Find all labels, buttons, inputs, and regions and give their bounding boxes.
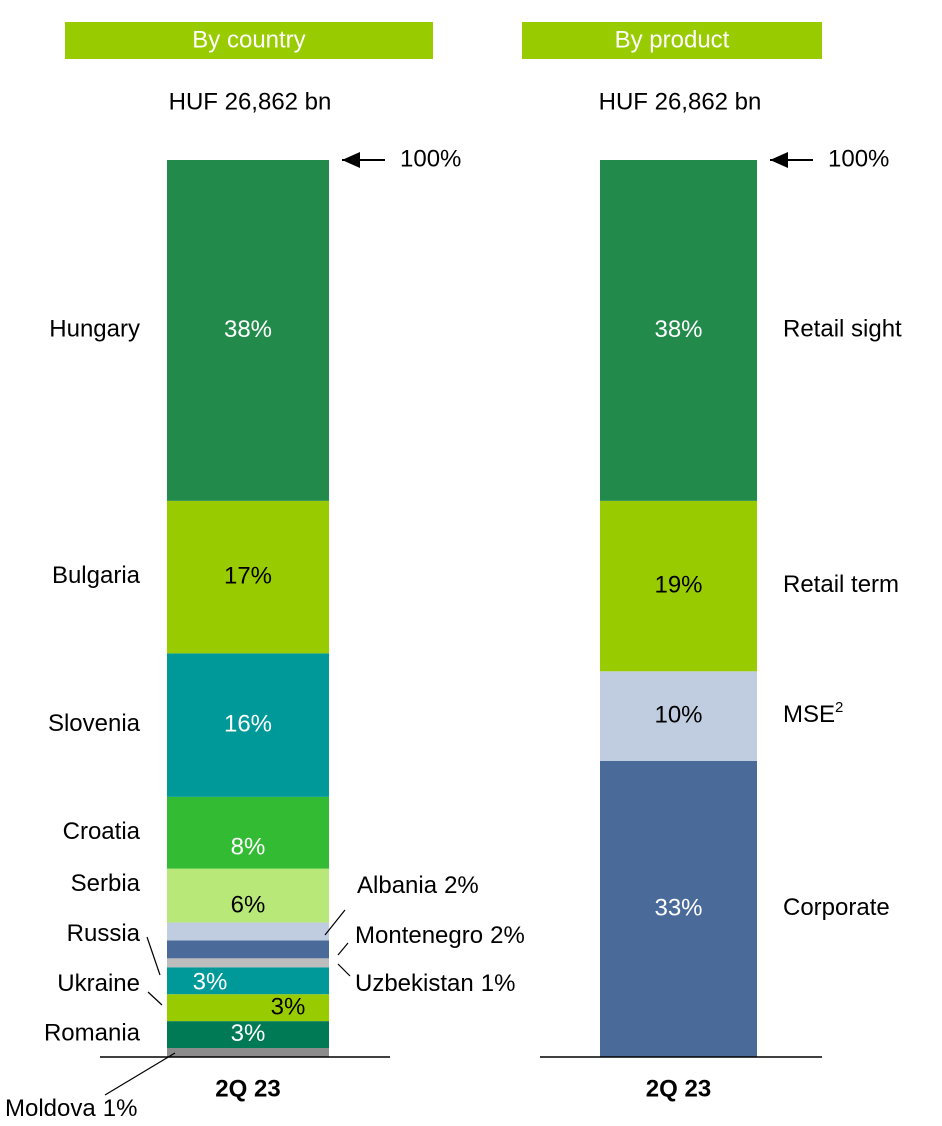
bar-segment: [167, 967, 329, 995]
value-label: 10%: [654, 701, 702, 728]
segment-name: Slovenia: [48, 710, 141, 737]
total-label: 100%: [828, 145, 889, 172]
bar-segment: [167, 868, 329, 923]
value-label: 2%: [444, 872, 479, 899]
segment-name: Russia: [67, 920, 141, 947]
segment-name: Retail term: [783, 571, 899, 598]
value-label: 6%: [231, 891, 266, 918]
leader-line: [146, 936, 161, 976]
segment-name: Retail sight: [783, 316, 902, 343]
bar-segment: [167, 796, 329, 869]
segment-name: Albania 2%: [357, 872, 479, 899]
segment-name: Uzbekistan 1%: [355, 970, 515, 997]
value-label: 16%: [224, 710, 272, 737]
x-tick-label: 2Q 23: [215, 1075, 280, 1102]
header-box: [65, 22, 433, 59]
segment-name: Serbia: [71, 870, 141, 897]
segment-name-text: MSE: [783, 701, 835, 728]
header-box: [522, 22, 822, 59]
segment-name-text: Albania: [357, 872, 438, 899]
bar-segment: [600, 500, 757, 672]
segment-name-text: Ukraine: [57, 970, 140, 997]
segment-name: Bulgaria: [52, 562, 141, 589]
bar-segment: [167, 1021, 329, 1049]
bar-segment: [167, 500, 329, 654]
segment-name: MSE2: [783, 699, 843, 728]
value-label: 3%: [193, 968, 228, 995]
bar-segment: [600, 760, 757, 1057]
segment-name-text: Corporate: [783, 894, 890, 921]
value-label: 8%: [231, 833, 266, 860]
segment-name-text: Romania: [44, 1020, 141, 1047]
segment-name: Ukraine: [57, 970, 140, 997]
bar-segment: [600, 671, 757, 761]
segment-name-text: Uzbekistan: [355, 970, 474, 997]
value-label: 33%: [654, 894, 702, 921]
chart-subtitle: HUF 26,862 bn: [599, 88, 762, 115]
bar-segment: [167, 958, 329, 968]
segment-name-text: Hungary: [49, 316, 140, 343]
segment-name-text: Retail sight: [783, 316, 902, 343]
value-label: 38%: [224, 316, 272, 343]
x-tick-label: 2Q 23: [646, 1075, 711, 1102]
bar-segment: [167, 922, 329, 941]
segment-name: Moldova 1%: [5, 1095, 137, 1122]
leader-line: [104, 1052, 176, 1096]
segment-name-text: Russia: [67, 920, 141, 947]
segment-name-text: Slovenia: [48, 710, 141, 737]
segment-name-text: Retail term: [783, 571, 899, 598]
segment-name-text: Serbia: [71, 870, 141, 897]
segment-name-text: Montenegro: [355, 922, 483, 949]
segment-name: Hungary: [49, 316, 140, 343]
segment-name-text: Moldova: [5, 1095, 96, 1122]
value-label: 38%: [654, 316, 702, 343]
segment-name: Romania: [44, 1020, 141, 1047]
value-label: 1%: [103, 1095, 138, 1122]
bar-segment: [167, 653, 329, 797]
total-label: 100%: [400, 145, 461, 172]
value-label: 17%: [224, 562, 272, 589]
chart-subtitle: HUF 26,862 bn: [169, 88, 332, 115]
segment-name: Croatia: [63, 818, 141, 845]
bar-segment: [167, 940, 329, 959]
chart-title: By country: [192, 26, 305, 53]
segment-name-text: Bulgaria: [52, 562, 141, 589]
bar-segment: [167, 160, 329, 501]
value-label: 2%: [490, 922, 525, 949]
bar-segment: [167, 994, 329, 1022]
leader-line: [337, 942, 349, 956]
leader-line: [147, 991, 163, 1006]
value-label: 1%: [481, 970, 516, 997]
segment-name: Corporate: [783, 894, 890, 921]
chart-title: By product: [615, 26, 730, 53]
leader-line: [324, 909, 346, 936]
bar-segment: [167, 1048, 329, 1057]
value-label: 3%: [271, 993, 306, 1020]
segment-name-text: Croatia: [63, 818, 141, 845]
bar-segment: [600, 160, 757, 501]
segment-name: Montenegro 2%: [355, 922, 525, 949]
value-label: 19%: [654, 571, 702, 598]
leader-line: [337, 963, 351, 977]
value-label: 3%: [231, 1020, 266, 1047]
footnote: 2: [835, 699, 843, 716]
